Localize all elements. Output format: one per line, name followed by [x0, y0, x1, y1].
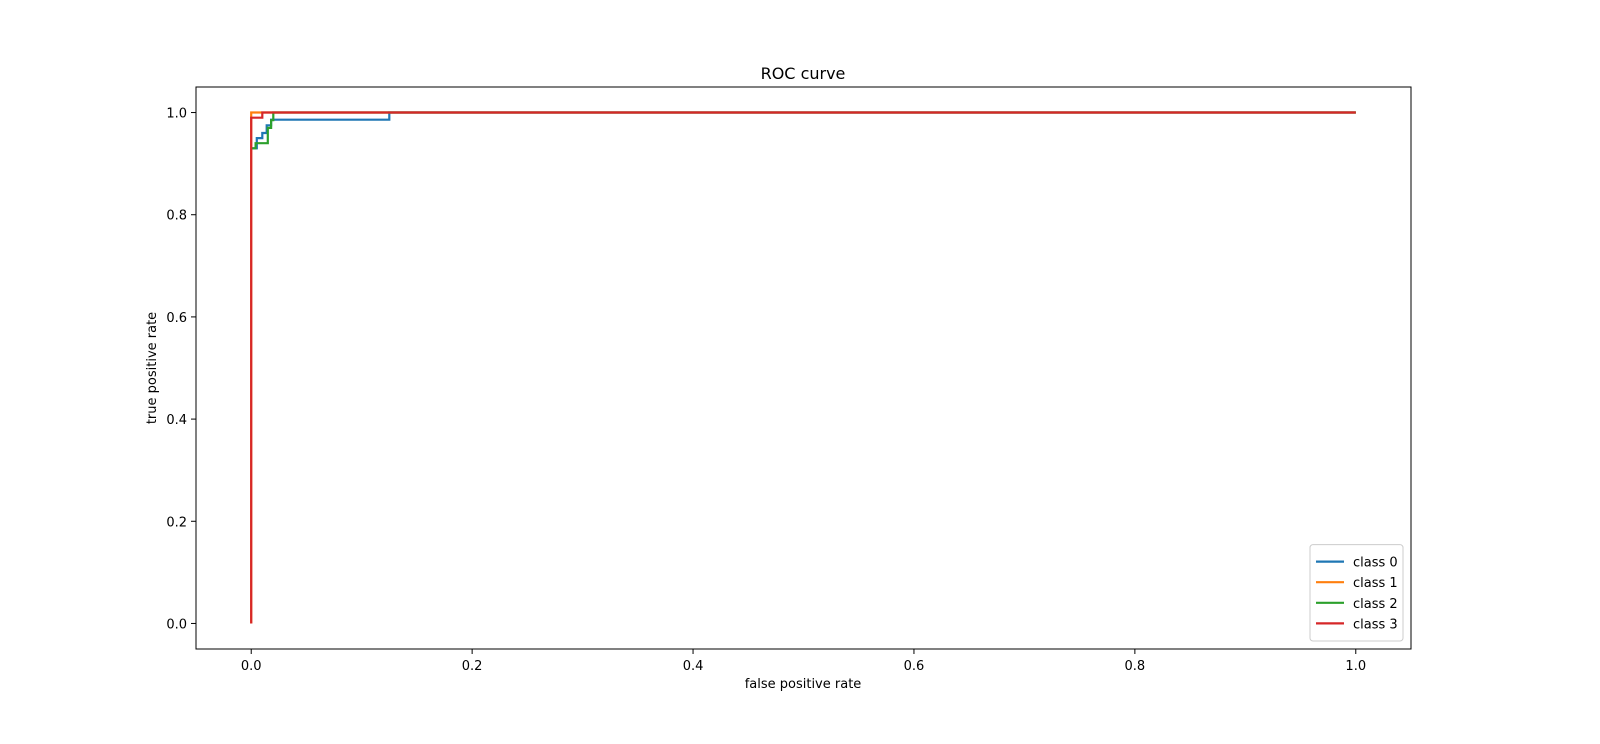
x-tick-label: 0.4: [683, 659, 704, 674]
y-tick-label: 0.6: [166, 311, 187, 326]
legend-label: class 1: [1353, 576, 1398, 591]
y-tick-label: 1.0: [166, 107, 187, 122]
series-line-class-2: [251, 111, 1356, 150]
x-tick-label: 0.2: [462, 659, 483, 674]
legend: class 0 class 1 class 2 class 3: [1309, 544, 1404, 642]
x-tick-label: 1.0: [1345, 659, 1366, 674]
x-tick-label: 0.0: [241, 659, 262, 674]
y-tick-label: 0.4: [166, 413, 187, 428]
y-tick-label: 0.8: [166, 209, 187, 224]
series-line-class-0: [251, 111, 1356, 150]
y-axis-ticks: 0.0 0.2 0.4 0.6 0.8 1.0: [166, 107, 196, 632]
y-axis-label: true positive rate: [145, 312, 160, 424]
series-line-class-1: [250, 111, 1356, 624]
series-layer: [250, 111, 1356, 624]
x-axis-label: false positive rate: [745, 677, 862, 692]
y-tick-label: 0.0: [166, 617, 187, 632]
legend-label: class 3: [1353, 617, 1398, 632]
series-line-class-3: [250, 111, 1356, 624]
plot-frame: [195, 86, 1412, 650]
legend-label: class 2: [1353, 597, 1398, 612]
legend-box: [1309, 544, 1404, 642]
x-tick-label: 0.8: [1125, 659, 1146, 674]
x-axis-ticks: 0.0 0.2 0.4 0.6 0.8 1.0: [241, 649, 1366, 674]
x-tick-label: 0.6: [904, 659, 925, 674]
y-tick-label: 0.2: [166, 515, 187, 530]
legend-label: class 0: [1353, 556, 1398, 571]
chart-title: ROC curve: [761, 64, 846, 83]
